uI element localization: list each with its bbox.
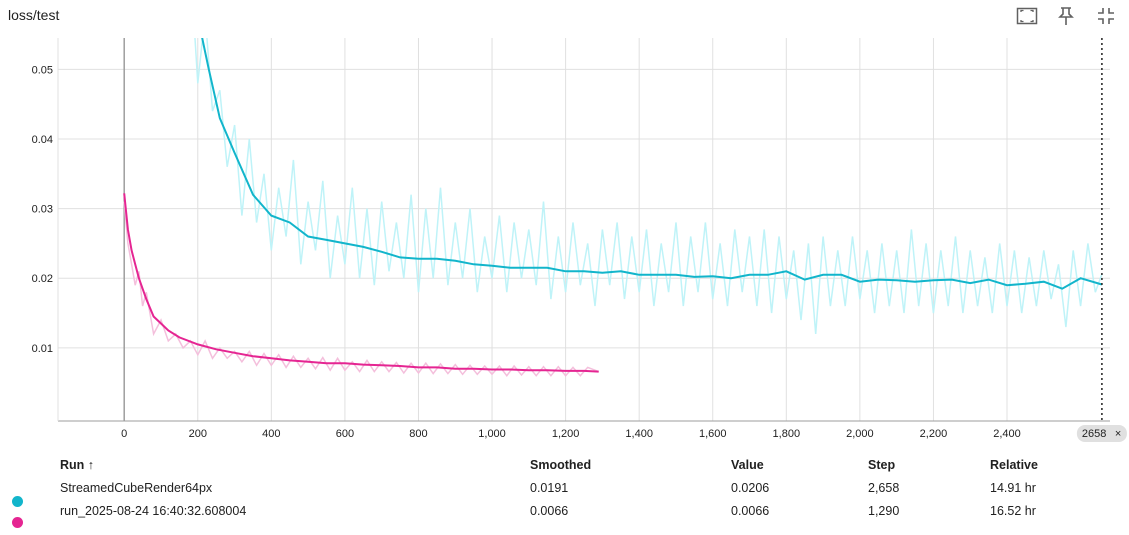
x-tick-label: 200 [189,428,207,440]
x-tick-label: 1,800 [773,428,801,440]
step-cursor-label: 2658 [1082,428,1106,440]
x-tick-label: 2,000 [846,428,874,440]
x-tick-label: 2,400 [993,428,1021,440]
relative-value: 16.52 hr [990,504,1036,518]
fit-domain-button[interactable] [1015,4,1039,28]
x-tick-label: 1,400 [625,428,653,440]
x-tick-label: 800 [409,428,427,440]
fit-domain-icon [1016,7,1038,25]
collapse-button[interactable] [1094,4,1118,28]
x-tick-label: 1,000 [478,428,506,440]
y-tick-label: 0.03 [32,204,53,216]
relative-value: 14.91 hr [990,481,1036,495]
table-row[interactable]: run_2025-08-24 16:40:32.608004 0.0066 0.… [0,504,1129,528]
step-value: 1,290 [868,504,900,518]
chart-title: loss/test [8,7,60,23]
run-color-dot [12,517,23,528]
pin-button[interactable] [1054,4,1078,28]
line-chart: 0.01 0.02 0.03 0.04 0.05 0 200 400 600 800 1,000 1,… [32,38,1127,442]
col-step: Step [868,458,896,472]
raw-value: 0.0066 [731,504,770,518]
pin-icon [1058,7,1074,25]
x-tick-label: 0 [121,428,127,440]
table-row[interactable]: StreamedCubeRender64px 0.0191 0.0206 2,6… [0,481,1129,507]
smoothed-value: 0.0191 [530,481,569,495]
step-cursor-chip [1076,425,1127,442]
x-tick-label: 1,600 [699,428,727,440]
smoothed-series-line [201,38,1103,290]
y-tick-label: 0.04 [32,134,53,146]
y-tick-label: 0.01 [32,343,53,355]
x-tick-label: 1,200 [552,428,580,440]
run-color-dot [12,496,23,507]
step-value: 2,658 [868,481,900,495]
smoothed-value: 0.0066 [530,504,569,518]
y-tick-label: 0.02 [32,273,53,285]
col-run[interactable]: Run ↑ [60,458,95,472]
col-relative: Relative [990,458,1038,472]
raw-series-line [123,201,599,377]
x-tick-label: 400 [262,428,280,440]
smoothed-series-line [123,193,599,373]
run-name: StreamedCubeRender64px [60,481,213,495]
y-tick-label: 0.05 [32,64,53,76]
raw-series-line [194,38,1103,335]
collapse-icon [1098,8,1114,24]
close-icon[interactable]: × [1115,428,1121,440]
raw-value: 0.0206 [731,481,770,495]
x-tick-label: 600 [336,428,354,440]
x-tick-label: 2,200 [920,428,948,440]
col-smoothed: Smoothed [530,458,592,472]
run-name: run_2025-08-24 16:40:32.608004 [60,504,247,518]
col-value: Value [731,458,764,472]
